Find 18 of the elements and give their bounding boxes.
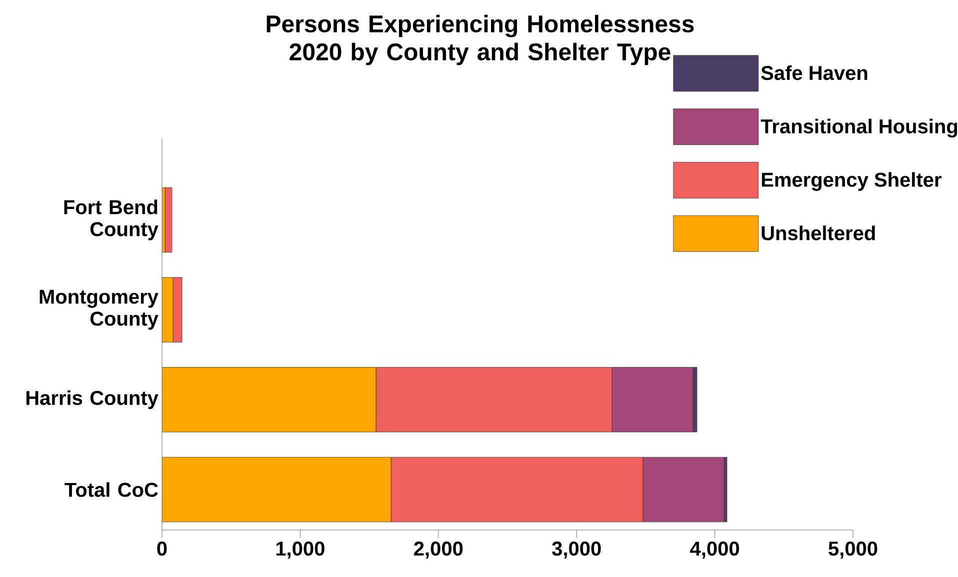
chart-title: Persons Experiencing Homelessness 2020 by County and Shelter Type [266, 14, 694, 66]
bar [172, 277, 182, 342]
legend-label: Emergency Shelter [762, 172, 942, 191]
y-tick-label: Total CoC [64, 482, 158, 497]
x-tick-label: 0 [157, 542, 167, 556]
y-tick-label: Harris County [26, 390, 158, 409]
bar [162, 367, 376, 432]
x-tick-label: 3,000 [552, 542, 601, 559]
x-tick-label: 5,000 [828, 542, 878, 559]
legend-label: Transitional Housing [760, 118, 958, 138]
x-tick-label: 2,000 [414, 542, 463, 559]
legend-label: Safe Haven [761, 65, 868, 80]
y-tick-label: Fort Bend County [64, 200, 158, 240]
x-tick-label: 4,000 [690, 542, 739, 559]
legend-label: Unsheltered [762, 226, 875, 240]
x-tick-label: 1,000 [276, 542, 324, 559]
bar [162, 456, 392, 522]
y-tick-label: Montgomery County [40, 290, 158, 330]
